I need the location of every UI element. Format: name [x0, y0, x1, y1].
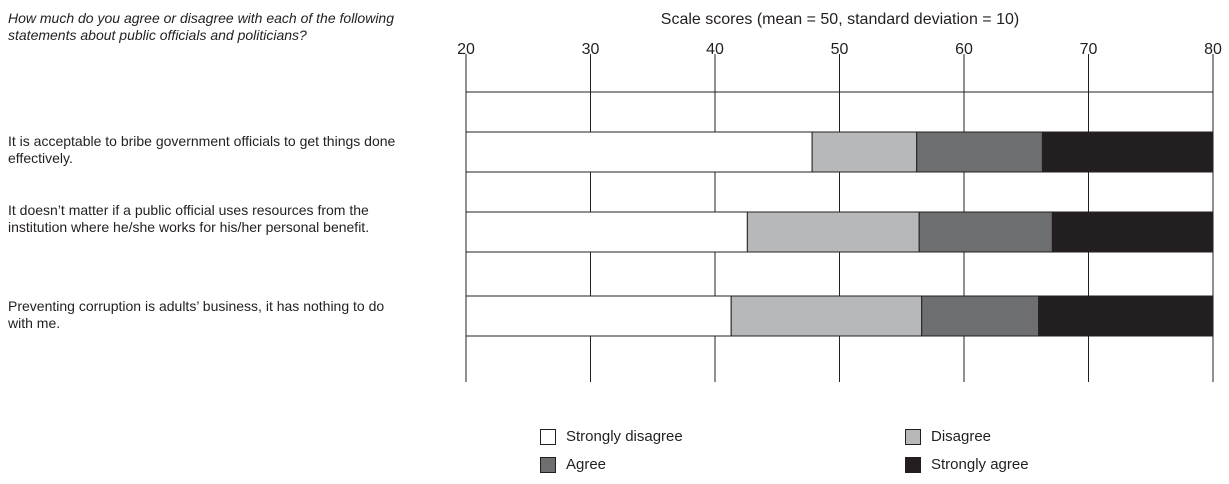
bar-segment-strongly-disagree	[465, 295, 732, 337]
tick-label: 70	[1080, 41, 1098, 58]
legend-item-strongly-agree: Strongly agree	[905, 456, 1029, 474]
question-text: How much do you agree or disagree with e…	[8, 10, 394, 43]
bar-segment-strongly-agree	[1038, 295, 1214, 337]
bar-segment-disagree	[730, 295, 923, 337]
legend-swatch	[905, 429, 921, 445]
bar-segment-agree	[921, 295, 1040, 337]
chart-title: Scale scores (mean = 50, standard deviat…	[661, 11, 1019, 28]
legend-label: Agree	[566, 456, 607, 473]
statement-3: Preventing corruption is adults’ busines…	[8, 298, 385, 331]
bar-segment-agree	[916, 131, 1043, 173]
bar-segment-disagree	[746, 211, 920, 253]
bar-segment-agree	[918, 211, 1053, 253]
tick-label: 20	[457, 41, 475, 58]
tick-labels: 20 30 40 50 60 70 80	[457, 41, 1222, 58]
statement-2: It doesn’t matter if a public official u…	[8, 202, 370, 235]
legend-swatch	[905, 457, 921, 473]
legend-item-disagree: Disagree	[905, 428, 991, 446]
bars	[465, 131, 1214, 337]
legend-swatch	[540, 429, 556, 445]
statement-1: It is acceptable to bribe government off…	[8, 133, 396, 166]
bar-segment-strongly-disagree	[465, 211, 748, 253]
legend-label: Disagree	[931, 428, 992, 445]
legend-item-agree: Agree	[540, 456, 606, 474]
legend-label: Strongly agree	[931, 456, 1029, 473]
tick-label: 50	[831, 41, 849, 58]
tick-label: 60	[955, 41, 973, 58]
bar-segment-strongly-agree	[1051, 211, 1214, 253]
tick-label: 80	[1204, 41, 1222, 58]
tick-label: 30	[582, 41, 600, 58]
legend-swatch	[540, 457, 556, 473]
bar-segment-strongly-agree	[1041, 131, 1214, 173]
tick-label: 40	[706, 41, 724, 58]
legend-item-strongly-disagree: Strongly disagree	[540, 428, 683, 446]
legend-label: Strongly disagree	[566, 428, 683, 445]
bar-segment-disagree	[811, 131, 918, 173]
bar-segment-strongly-disagree	[465, 131, 813, 173]
